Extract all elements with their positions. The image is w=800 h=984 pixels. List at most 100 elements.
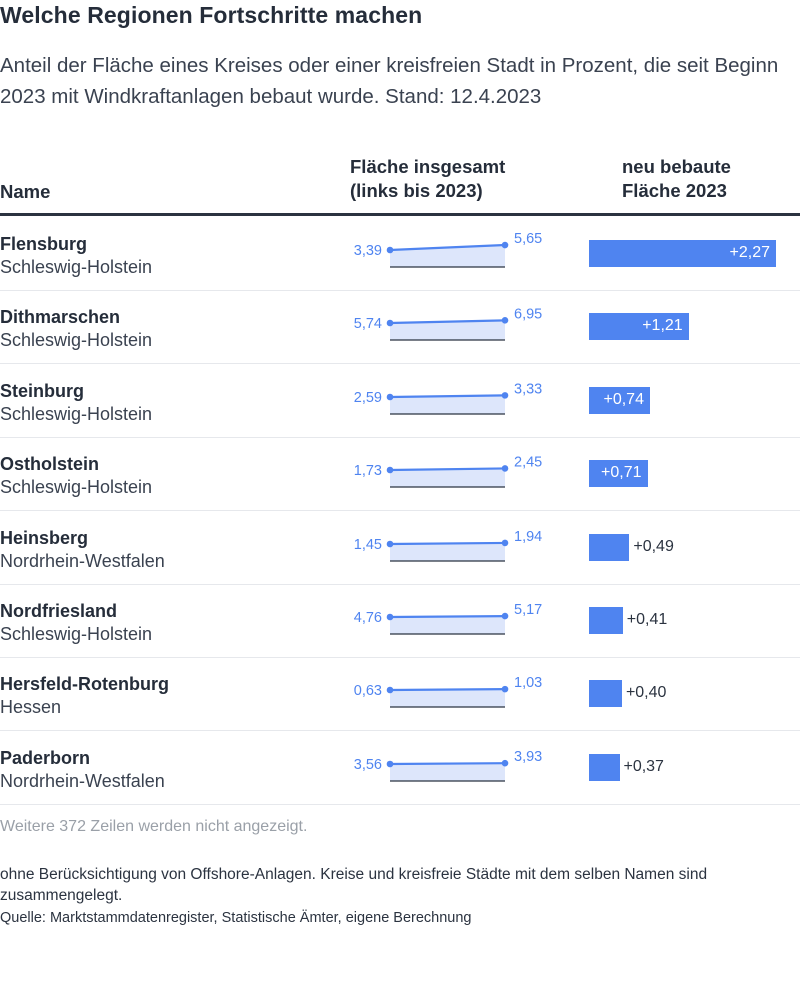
sparkline-line xyxy=(389,541,506,545)
region-state: Schleswig-Holstein xyxy=(0,477,153,498)
value-after-label: 3,33 xyxy=(514,381,542,397)
sparkline: 1,73 2,45 xyxy=(354,455,542,488)
new-area-bar xyxy=(589,607,623,634)
column-header-new-line1: neu bebaute xyxy=(622,156,731,177)
table-row: Heinsberg Nordrhein-Westfalen 1,45 1,94 +0,4… xyxy=(0,511,800,585)
new-area-label: +0,74 xyxy=(603,390,644,408)
region-state: Schleswig-Holstein xyxy=(0,257,153,277)
sparkline-point-before xyxy=(386,320,394,327)
value-before-label: 0,63 xyxy=(354,683,382,699)
region-state: Hessen xyxy=(0,697,62,718)
sparkline-area xyxy=(390,616,505,634)
sparkline-line xyxy=(389,688,506,692)
sparkline: 3,39 5,65 xyxy=(354,231,542,268)
sparkline-point-before xyxy=(386,466,394,474)
value-before-label: 3,56 xyxy=(354,757,382,773)
sparkline-point-after xyxy=(501,539,509,546)
sparkline-point-before xyxy=(386,540,394,547)
more-rows-notice: Weitere 372 Zeilen werden nicht angezeig… xyxy=(0,818,308,835)
sparkline: 1,45 1,94 xyxy=(354,529,542,562)
sparkline-point-after xyxy=(501,759,509,767)
sparkline-point-before xyxy=(386,760,394,768)
sparkline-area xyxy=(390,395,505,414)
region-name: Nordfriesland xyxy=(0,601,118,621)
sparkline-point-before xyxy=(386,393,394,401)
sparkline-line xyxy=(389,467,506,472)
sparkline-point-before xyxy=(386,687,394,694)
footnote: ohne Berücksichtigung von Offshore-Anlag… xyxy=(0,866,708,904)
column-header-total-line1: Fläche insgesamt xyxy=(350,156,506,177)
value-after-label: 1,94 xyxy=(514,529,542,545)
new-area-bar xyxy=(589,753,620,781)
value-after-label: 1,03 xyxy=(514,676,542,692)
new-area-label: +0,40 xyxy=(625,684,667,702)
new-area-bar xyxy=(589,386,650,414)
new-area-bar xyxy=(589,313,689,341)
sparkline-line xyxy=(389,319,506,325)
sparkline-area xyxy=(390,245,505,267)
new-area-label: +0,49 xyxy=(633,537,674,555)
sparkline-point-after xyxy=(501,465,509,472)
new-area-bar xyxy=(589,460,648,488)
value-before-label: 4,76 xyxy=(354,610,382,626)
value-after-label: 6,95 xyxy=(514,307,542,323)
sparkline-area xyxy=(390,542,505,561)
region-name: Ostholstein xyxy=(0,454,100,475)
region-name: Dithmarschen xyxy=(0,307,121,328)
source-note: Quelle: Marktstammdatenregister, Statist… xyxy=(0,910,472,926)
sparkline-point-after xyxy=(501,612,509,620)
page-subtitle: Anteil der Fläche eines Kreises oder ein… xyxy=(0,54,779,108)
value-before-label: 1,45 xyxy=(354,537,382,553)
sparkline-point-after xyxy=(501,391,509,399)
sparkline-point-before xyxy=(386,246,394,254)
sparkline-line xyxy=(389,243,506,252)
value-after-label: 3,93 xyxy=(514,749,542,765)
region-name: Flensburg xyxy=(0,234,88,254)
column-header-new: neu bebaute Fläche 2023 xyxy=(622,155,782,203)
new-area-label: +2,27 xyxy=(729,244,770,261)
value-before-label: 3,39 xyxy=(354,243,382,259)
sparkline: 5,74 6,95 xyxy=(354,307,542,342)
new-area-bar xyxy=(589,680,622,708)
region-name: Steinburg xyxy=(0,380,84,401)
column-header-total: Fläche insgesamt (links bis 2023) xyxy=(350,155,550,203)
region-state: Schleswig-Holstein xyxy=(0,330,153,351)
sparkline-line xyxy=(389,394,506,398)
page-title: Welche Regionen Fortschritte machen xyxy=(0,2,423,28)
column-header-total-line2: (links bis 2023) xyxy=(350,180,483,201)
sparkline-area xyxy=(390,320,505,341)
sparkline: 4,76 5,17 xyxy=(354,602,542,635)
new-area-label: +0,41 xyxy=(626,611,668,628)
value-before-label: 1,73 xyxy=(354,463,382,479)
region-name: Paderborn xyxy=(0,747,91,768)
sparkline-point-after xyxy=(501,241,509,249)
sparkline-point-after xyxy=(501,686,509,693)
new-area-label: +1,21 xyxy=(642,317,683,335)
value-after-label: 5,65 xyxy=(514,231,542,247)
sparkline-point-before xyxy=(386,613,394,621)
table-row: Nordfriesland Schleswig-Holstein 4,76 5,17 +… xyxy=(0,584,800,658)
value-after-label: 5,17 xyxy=(514,602,542,618)
region-name: Heinsberg xyxy=(0,527,89,548)
region-name: Hersfeld-Rotenburg xyxy=(0,674,170,695)
region-state: Schleswig-Holstein xyxy=(0,624,153,644)
table-row: Ostholstein Schleswig-Holstein 1,73 2,45 +0,… xyxy=(0,437,800,512)
table-row: Dithmarschen Schleswig-Holstein 5,74 6,95 +1… xyxy=(0,290,800,365)
sparkline: 3,56 3,93 xyxy=(354,749,542,782)
table-row: Steinburg Schleswig-Holstein 2,59 3,33 +0,74 xyxy=(0,364,800,438)
sparkline: 0,63 1,03 xyxy=(354,676,542,709)
new-area-label: +0,37 xyxy=(623,757,664,775)
region-state: Nordrhein-Westfalen xyxy=(0,550,165,571)
sparkline-area xyxy=(390,689,505,708)
table-row: Flensburg Schleswig-Holstein 3,39 5,65 +2,27 xyxy=(0,217,800,291)
region-state: Nordrhein-Westfalen xyxy=(0,770,165,791)
value-before-label: 2,59 xyxy=(354,390,382,406)
new-area-bar xyxy=(589,240,776,267)
value-after-label: 2,45 xyxy=(514,455,542,471)
table-row: Hersfeld-Rotenburg Hessen 0,63 1,03 +0,40 xyxy=(0,657,800,732)
new-area-label: +0,71 xyxy=(601,464,642,482)
region-state: Schleswig-Holstein xyxy=(0,403,153,424)
table-row: Paderborn Nordrhein-Westfalen 3,56 3,93 +0,3… xyxy=(0,731,800,805)
sparkline-point-after xyxy=(501,317,509,325)
sparkline-area xyxy=(390,762,505,781)
